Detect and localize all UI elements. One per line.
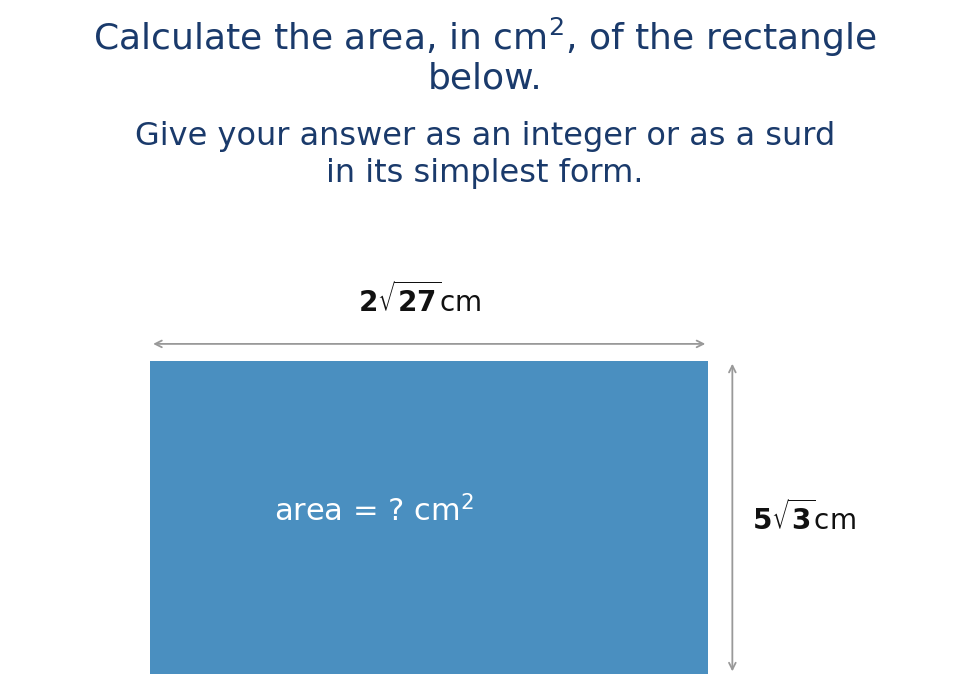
Bar bbox=[150, 361, 707, 674]
Text: Calculate the area, in cm$^2$, of the rectangle: Calculate the area, in cm$^2$, of the re… bbox=[93, 16, 876, 59]
Text: area = ? cm$^2$: area = ? cm$^2$ bbox=[273, 495, 473, 528]
Text: below.: below. bbox=[427, 61, 542, 95]
Text: $\mathbf{2\sqrt{27}}$cm: $\mathbf{2\sqrt{27}}$cm bbox=[358, 282, 481, 318]
Text: in its simplest form.: in its simplest form. bbox=[326, 158, 643, 189]
Text: Give your answer as an integer or as a surd: Give your answer as an integer or as a s… bbox=[135, 121, 834, 152]
Text: $\mathbf{5\sqrt{3}}$cm: $\mathbf{5\sqrt{3}}$cm bbox=[751, 500, 855, 535]
